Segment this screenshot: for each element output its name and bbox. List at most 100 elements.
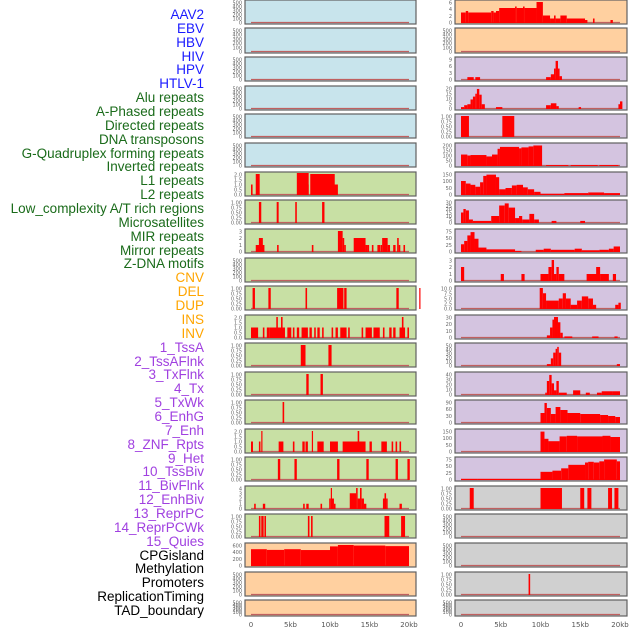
data-bar xyxy=(296,173,309,195)
y-tick-label: 10 xyxy=(446,214,452,220)
data-bar xyxy=(349,493,357,509)
y-tick-label: 0.0 xyxy=(444,307,452,313)
data-bar xyxy=(499,8,516,23)
data-bar xyxy=(604,193,620,195)
data-bar xyxy=(613,246,620,252)
data-bar xyxy=(407,327,409,338)
track-label: TAD_boundary xyxy=(114,602,204,618)
data-bar xyxy=(278,441,284,452)
y-tick-label: 0 xyxy=(449,107,452,113)
track-label: L2 repeats xyxy=(140,187,204,203)
data-bar xyxy=(396,288,399,309)
y-tick-label: 200 xyxy=(232,70,242,76)
y-tick-label: 300 xyxy=(442,37,452,43)
y-tick-label: 25 xyxy=(446,204,452,210)
data-bar xyxy=(554,274,557,281)
data-bar xyxy=(328,345,332,366)
y-tick-label: 500 xyxy=(232,259,242,265)
data-bar xyxy=(486,174,496,195)
data-bar xyxy=(600,274,609,281)
y-tick-label: 0.00 xyxy=(231,221,242,227)
data-bar xyxy=(356,488,358,509)
track-panel xyxy=(244,85,417,111)
y-tick-label: 3 xyxy=(239,492,242,498)
data-bar xyxy=(602,435,611,452)
data-bar xyxy=(573,390,581,395)
track-label: HIV xyxy=(181,48,204,64)
data-bar xyxy=(558,392,567,395)
data-bar xyxy=(258,238,263,252)
y-tick-label: 20 xyxy=(446,87,452,93)
y-tick-label: 0 xyxy=(239,164,242,170)
y-tick-label: 100 xyxy=(232,160,242,166)
y-tick-label: 400 xyxy=(232,33,242,39)
y-tick-label: 1 xyxy=(239,502,242,508)
track-label: Microsatellites xyxy=(118,214,204,230)
y-tick-label: 0.50 xyxy=(231,411,242,417)
y-tick-label: 200 xyxy=(232,13,242,19)
y-tick-label: 0 xyxy=(449,613,452,619)
y-tick-label: 5.0 xyxy=(444,297,452,303)
data-bar xyxy=(311,516,313,537)
y-tick-label: 0 xyxy=(239,135,242,141)
y-tick-label: 0 xyxy=(449,535,452,541)
data-bar xyxy=(566,18,586,23)
data-bar xyxy=(479,94,482,109)
y-tick-label: 100 xyxy=(232,610,242,616)
data-bar xyxy=(577,436,603,452)
data-bar xyxy=(337,545,354,566)
data-bar xyxy=(311,245,314,252)
y-tick-label: 5 xyxy=(449,217,452,223)
x-tick-label: 15kb xyxy=(572,621,590,629)
y-tick-label: 300 xyxy=(442,605,452,611)
y-tick-label: 0 xyxy=(449,450,452,456)
data-bar xyxy=(585,392,590,395)
y-tick-label: 0.25 xyxy=(231,216,242,222)
data-bar xyxy=(618,104,620,109)
y-tick-label: 75 xyxy=(446,458,452,464)
track-label: 1_TssA xyxy=(159,339,204,355)
track-label: Methylation xyxy=(134,561,204,577)
data-bar xyxy=(560,332,563,338)
y-tick-label: 15 xyxy=(446,92,452,98)
data-bar xyxy=(277,459,281,480)
data-bar xyxy=(322,202,325,223)
track-panel xyxy=(454,513,628,539)
y-tick-label: 0.25 xyxy=(441,588,452,594)
track-panel xyxy=(454,27,628,54)
y-tick-label: 500 xyxy=(232,573,242,579)
track-labels: AAV2 EBV HBV HIV HPV HTLV-1 Alu repeats A-Phase… xyxy=(0,0,204,630)
y-tick-label: 200 xyxy=(232,127,242,133)
y-tick-label: 400 xyxy=(442,519,452,525)
data-bar xyxy=(552,470,562,480)
y-tick-label: 1.00 xyxy=(441,573,452,579)
data-bar xyxy=(309,327,312,338)
y-tick-label: 30 xyxy=(446,352,452,358)
y-tick-label: 500 xyxy=(232,29,242,35)
x-tick-label: 20kb xyxy=(400,621,418,629)
y-tick-label: 60 xyxy=(446,407,452,413)
track-label: DEL xyxy=(177,284,204,300)
track-label: Directed repeats xyxy=(104,117,204,133)
data-bar xyxy=(560,410,568,423)
y-tick-label: 50 xyxy=(446,186,452,192)
data-bar xyxy=(561,468,569,480)
track-panel xyxy=(244,371,417,397)
data-bar xyxy=(546,408,551,423)
data-bar xyxy=(398,245,401,252)
x-tick-label: 0 xyxy=(459,621,463,629)
data-bar xyxy=(492,154,498,166)
data-bar xyxy=(386,498,388,509)
y-tick-label: 200 xyxy=(442,41,452,47)
data-bar xyxy=(330,546,338,566)
x-tick-label: 10kb xyxy=(321,621,339,629)
y-tick-label: 100 xyxy=(232,275,242,281)
data-bar xyxy=(592,336,599,338)
data-bar xyxy=(382,498,385,509)
data-bar xyxy=(357,431,360,452)
data-bar xyxy=(560,15,567,23)
data-bar xyxy=(419,288,421,309)
data-bar xyxy=(395,441,398,452)
data-bar xyxy=(620,101,623,109)
data-bar xyxy=(546,335,551,338)
